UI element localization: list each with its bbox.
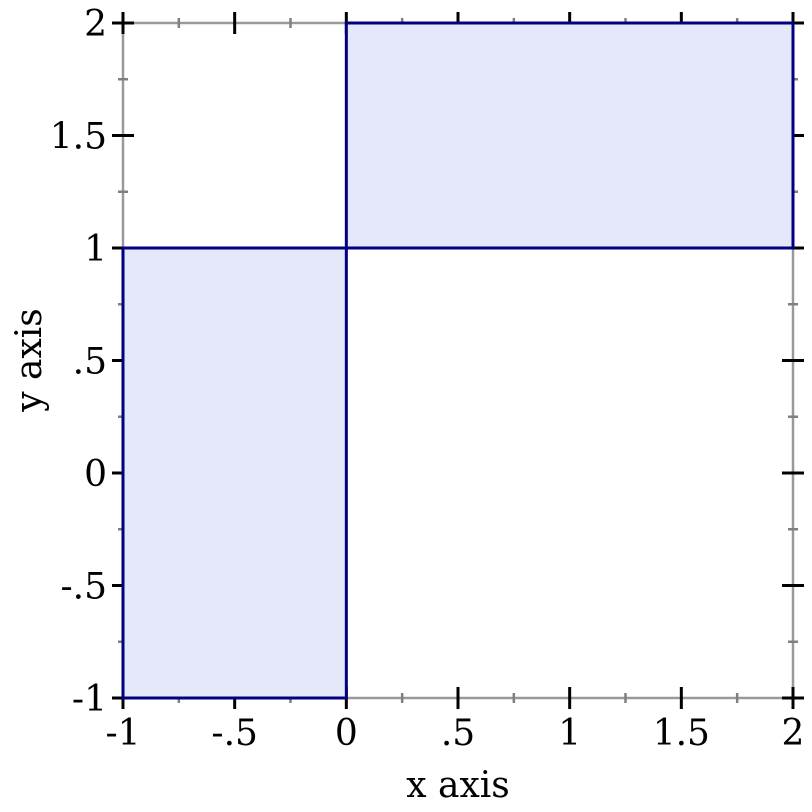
data-rectangle <box>121 246 348 700</box>
x-tick-label: 0 <box>335 713 358 754</box>
x-tick-label: .5 <box>441 713 475 754</box>
x-tick-label: -1 <box>105 713 140 754</box>
y-tick-label: 1.5 <box>50 117 107 158</box>
y-axis-label: y axis <box>9 308 50 412</box>
y-tick-label: 0 <box>84 454 107 495</box>
x-tick-label: 2 <box>782 713 805 754</box>
y-tick-label: -.5 <box>60 567 107 608</box>
y-tick-label: .5 <box>73 342 107 383</box>
x-axis-label: x axis <box>406 765 510 806</box>
y-tick-label: -1 <box>72 679 107 720</box>
y-tick-label: 1 <box>84 229 107 270</box>
data-rectangle <box>344 21 795 250</box>
y-tick-label: 2 <box>84 4 107 45</box>
x-tick-label: 1.5 <box>653 713 710 754</box>
x-tick-label: -.5 <box>211 713 258 754</box>
x-tick-label: 1 <box>558 713 581 754</box>
